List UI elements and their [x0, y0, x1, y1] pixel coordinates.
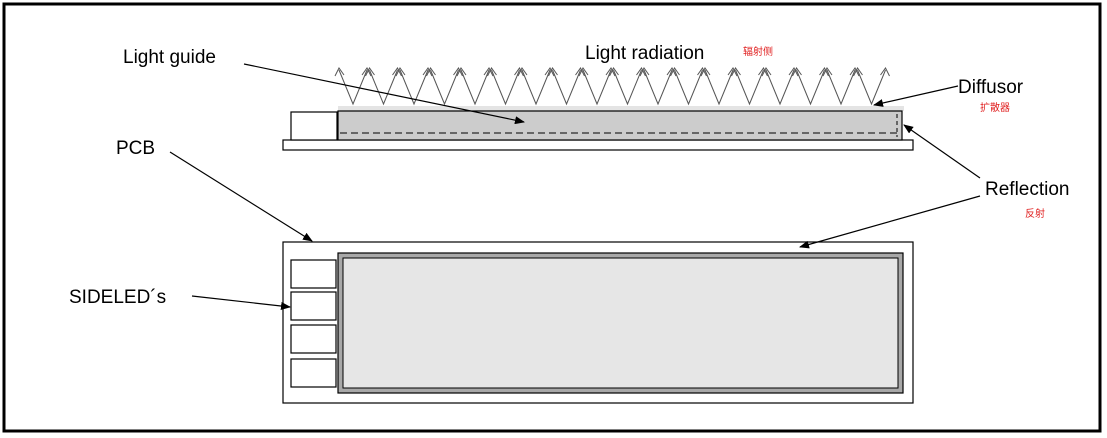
radiation-arrow	[765, 69, 795, 106]
radiation-arrowhead	[609, 67, 619, 77]
radiation-arrowhead	[456, 67, 467, 77]
radiation-arrowhead	[483, 67, 494, 77]
radiation-arrow	[857, 69, 886, 106]
radiation-arrowhead	[727, 67, 738, 77]
radiation-arrow	[521, 69, 551, 106]
radiation-arrowhead	[670, 67, 680, 77]
radiation-arrowhead	[880, 67, 890, 77]
radiation-arrowhead	[575, 67, 585, 77]
radiation-arrowhead	[819, 67, 829, 77]
pcb-side	[282, 139, 914, 151]
radiation-arrowhead	[822, 67, 833, 77]
radiation-arrow	[826, 69, 856, 106]
radiation-arrowhead	[639, 67, 650, 77]
reflection-label: Reflection	[985, 179, 1070, 200]
sideleds-leader	[191, 295, 291, 310]
radiation-arrowhead	[700, 67, 711, 77]
sideled-3	[290, 324, 337, 354]
radiation-arrowhead	[365, 67, 375, 77]
radiation-arrow	[430, 69, 459, 106]
pcb-label: PCB	[116, 138, 155, 159]
radiation-arrowhead	[514, 67, 524, 77]
pcb-leader	[169, 151, 313, 242]
radiation-arrow	[735, 69, 764, 106]
radiation-arrow	[460, 69, 490, 106]
side-view	[282, 67, 914, 151]
radiation-arrowhead	[426, 67, 436, 77]
radiation-arrow	[796, 69, 825, 106]
sideled-1	[290, 259, 337, 289]
sideled-2	[290, 291, 337, 321]
radiation-arrow	[399, 69, 429, 106]
radiation-arrow	[704, 69, 734, 106]
light-guide-leader	[243, 63, 525, 125]
radiation-arrowhead	[758, 67, 768, 77]
leader-lines	[169, 63, 981, 310]
radiation-arrow	[369, 69, 398, 106]
radiation-arrowhead	[605, 67, 616, 77]
diffusor-cn-label: 扩散器	[980, 101, 1010, 114]
radiation-arrowhead	[853, 67, 863, 77]
radiation-arrowhead	[334, 67, 345, 77]
light-radiation-arrows	[334, 67, 890, 106]
radiation-arrow	[613, 69, 642, 106]
front-view	[282, 241, 914, 404]
radiation-arrowhead	[548, 67, 558, 77]
radiation-arrowhead	[849, 67, 860, 77]
radiation-arrowhead	[422, 67, 433, 77]
radiation-arrowhead	[666, 67, 677, 77]
radiation-arrowhead	[792, 67, 802, 77]
radiation-arrowhead	[731, 67, 741, 77]
radiation-arrow	[643, 69, 673, 106]
light-radiation-cn-label: 辐射侧	[743, 45, 773, 58]
sideled-side	[290, 111, 338, 141]
light-guide-label: Light guide	[123, 47, 216, 68]
radiation-arrow	[552, 69, 581, 106]
diffusor-layer	[338, 106, 904, 111]
radiation-arrowhead	[361, 67, 372, 77]
light-guide-side	[337, 110, 903, 141]
radiation-arrow	[338, 69, 368, 106]
sideleds-label: SIDELED´s	[69, 287, 166, 308]
radiation-arrowhead	[487, 67, 497, 77]
radiation-arrowhead	[395, 67, 406, 77]
radiation-arrow	[582, 69, 612, 106]
radiation-arrow	[674, 69, 703, 106]
radiation-arrowhead	[697, 67, 707, 77]
radiation-arrowhead	[453, 67, 463, 77]
light-radiation-label: Light radiation	[585, 43, 704, 64]
radiation-arrowhead	[392, 67, 402, 77]
sideled-4	[290, 358, 337, 388]
diffusor-leader	[873, 85, 959, 107]
reflection-cn-label: 反射	[1025, 208, 1045, 220]
radiation-arrowhead	[788, 67, 799, 77]
reflection-leader-bottom	[799, 195, 981, 249]
radiation-arrowhead	[517, 67, 528, 77]
radiation-arrowhead	[544, 67, 555, 77]
radiation-arrowhead	[761, 67, 772, 77]
radiation-arrow	[491, 69, 520, 106]
radiation-arrowhead	[578, 67, 589, 77]
diffusor-label: Diffusor	[958, 77, 1024, 98]
reflection-leader-top	[903, 124, 981, 179]
display-area	[342, 257, 899, 389]
radiation-arrowhead	[636, 67, 646, 77]
